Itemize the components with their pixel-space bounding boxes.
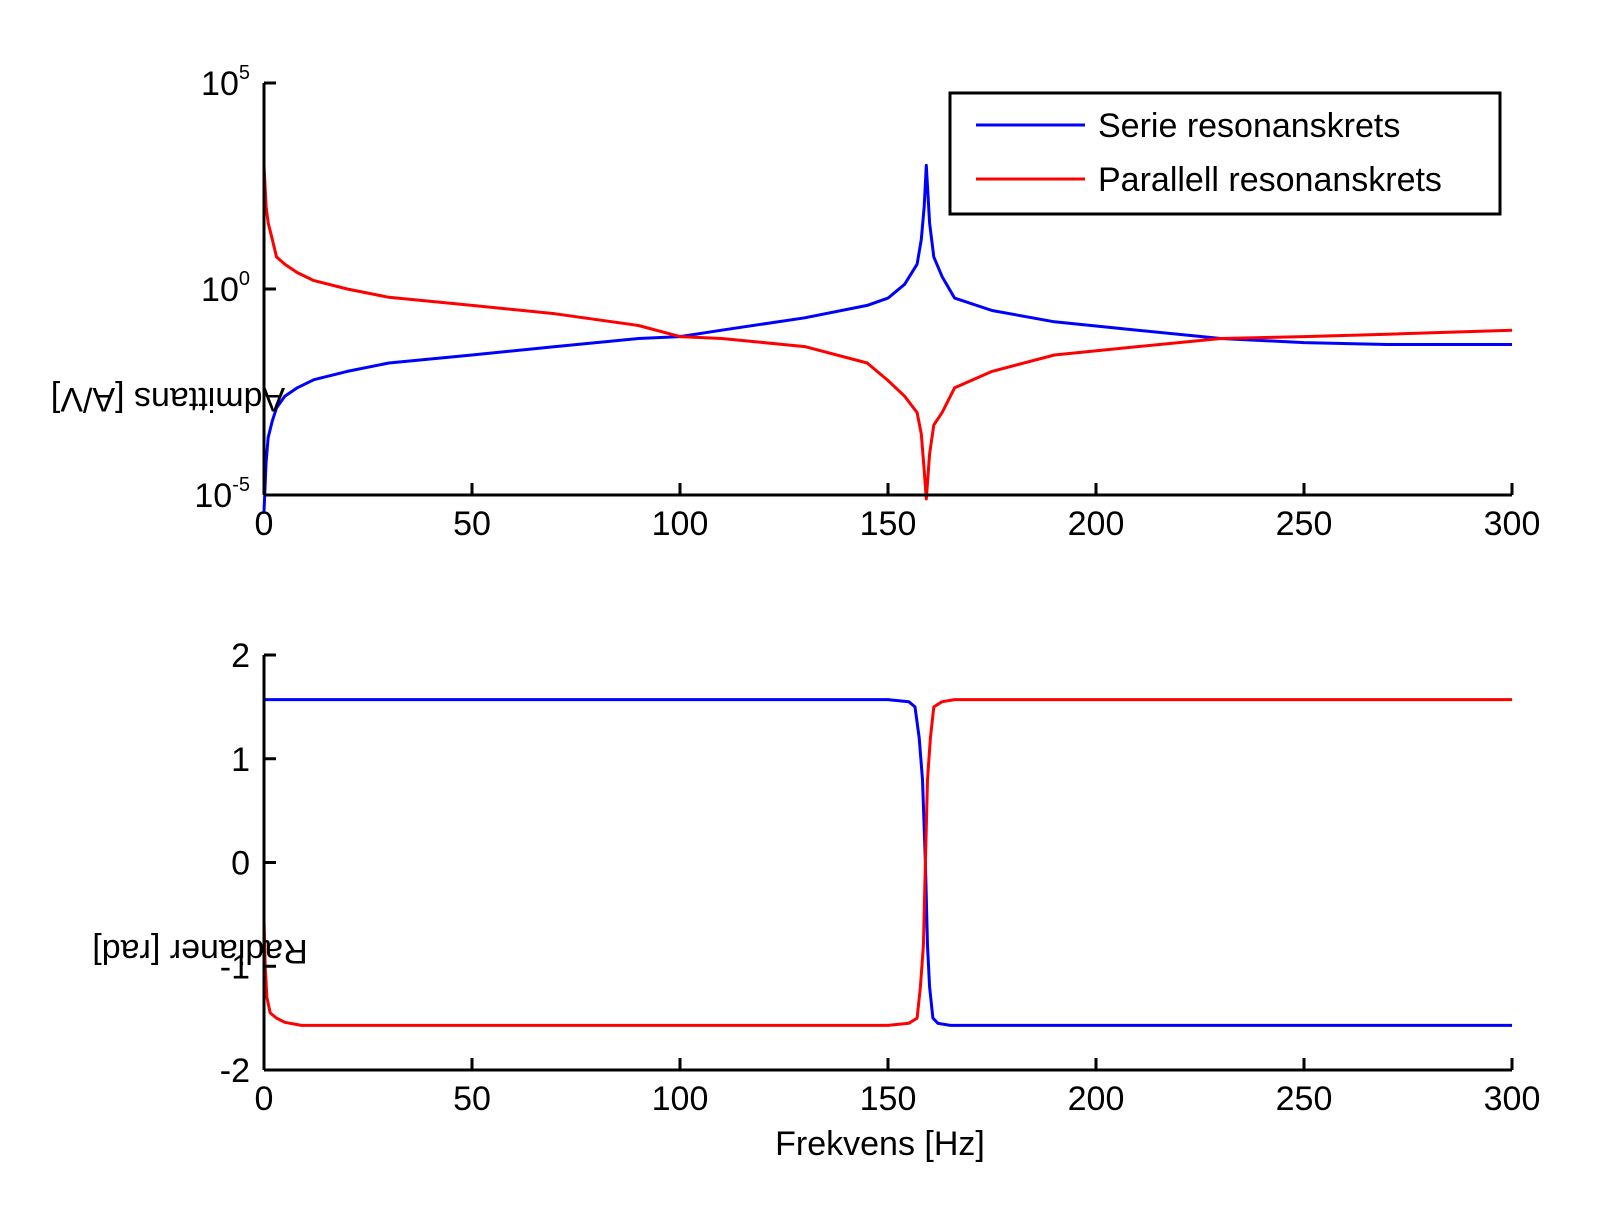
phase-panel: 0 50 100 150 200 250 300 2 1 0 -1 -2 Radianer [rad]… bbox=[92, 637, 1540, 1163]
phase-x-tick-label: 250 bbox=[1276, 1080, 1333, 1118]
phase-y-tick-label: -1 bbox=[220, 948, 250, 986]
admittance-x-tick-label: 50 bbox=[453, 505, 491, 543]
phase-x-tick-label: 50 bbox=[453, 1080, 491, 1118]
admittance-x-tick-label: 100 bbox=[652, 505, 709, 543]
phase-x-tick-label: 0 bbox=[255, 1080, 274, 1118]
legend-box bbox=[948, 91, 1502, 216]
phase-x-tick-label: 100 bbox=[652, 1080, 709, 1118]
admittance-axes: 0 50 100 150 200 250 300 10-5 100 105 bbox=[194, 62, 1540, 543]
phase-y-tick-label: 2 bbox=[231, 637, 250, 675]
admittance-x-tick-label: 300 bbox=[1484, 505, 1541, 543]
admittance-y-tick-label: 105 bbox=[201, 62, 250, 103]
admittance-series-serie bbox=[262, 163, 1512, 512]
admittance-plot-area bbox=[262, 163, 1513, 512]
admittance-ylabel: Admittans [A/V] bbox=[51, 380, 285, 418]
admittance-y-tick-label: 10-5 bbox=[194, 474, 250, 515]
admittance-panel: 0 50 100 150 200 250 300 10-5 100 105 Admittans [… bbox=[51, 62, 1541, 543]
admittance-x-tick-label: 0 bbox=[255, 505, 274, 543]
phase-series-parallell bbox=[262, 698, 1512, 1027]
phase-y-tick-label: -2 bbox=[220, 1052, 250, 1090]
legend-label-serie: Serie resonanskrets bbox=[1098, 107, 1400, 145]
phase-ylabel: Radianer [rad] bbox=[92, 932, 307, 970]
phase-axes: 0 50 100 150 200 250 300 2 1 0 -1 -2 bbox=[220, 637, 1541, 1118]
phase-x-tick-label: 200 bbox=[1068, 1080, 1125, 1118]
admittance-x-tick-label: 200 bbox=[1068, 505, 1125, 543]
admittance-x-tick-label: 150 bbox=[860, 505, 917, 543]
phase-x-tick-label: 300 bbox=[1484, 1080, 1541, 1118]
admittance-series-parallell bbox=[262, 165, 1513, 501]
phase-xlabel: Frekvens [Hz] bbox=[775, 1125, 985, 1163]
phase-y-tick-label: 1 bbox=[231, 741, 250, 779]
phase-series-serie bbox=[264, 698, 1512, 1027]
admittance-x-tick-label: 250 bbox=[1276, 505, 1333, 543]
legend-label-parallell: Parallell resonanskrets bbox=[1098, 161, 1442, 199]
phase-x-tick-label: 150 bbox=[860, 1080, 917, 1118]
legend: Serie resonanskrets Parallell resonanskr… bbox=[948, 91, 1502, 216]
phase-plot-area bbox=[262, 698, 1512, 1027]
admittance-y-tick-label: 100 bbox=[201, 268, 250, 309]
phase-y-tick-label: 0 bbox=[231, 845, 250, 883]
